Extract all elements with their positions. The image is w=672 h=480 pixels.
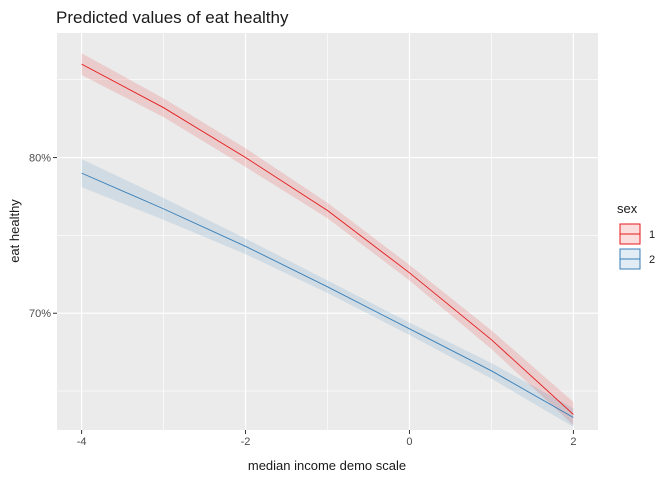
line-series-2 xyxy=(81,172,574,418)
x-axis-title: median income demo scale xyxy=(248,458,406,473)
line-series-1 xyxy=(81,63,574,415)
y-tick-label: 80% xyxy=(29,153,51,165)
x-axis: -4 -2 0 2 xyxy=(77,430,576,448)
legend-label-2: 2 xyxy=(649,254,655,266)
x-tick-label: 0 xyxy=(406,436,412,448)
x-tick-label: -4 xyxy=(77,436,87,448)
y-tick-label: 70% xyxy=(29,308,51,320)
y-axis: 70% 80% xyxy=(29,153,57,320)
series-lines xyxy=(81,63,574,418)
chart-title: Predicted values of eat healthy xyxy=(56,8,289,27)
confidence-band-series-2 xyxy=(81,159,574,427)
grid-minor xyxy=(57,33,598,430)
grid-major xyxy=(57,33,598,430)
y-axis-title: eat healthy xyxy=(7,199,22,263)
x-tick-label: 2 xyxy=(570,436,576,448)
legend-title: sex xyxy=(617,201,638,216)
legend: sex 1 2 xyxy=(617,201,655,271)
x-tick-label: -2 xyxy=(241,436,251,448)
legend-label-1: 1 xyxy=(649,229,655,241)
